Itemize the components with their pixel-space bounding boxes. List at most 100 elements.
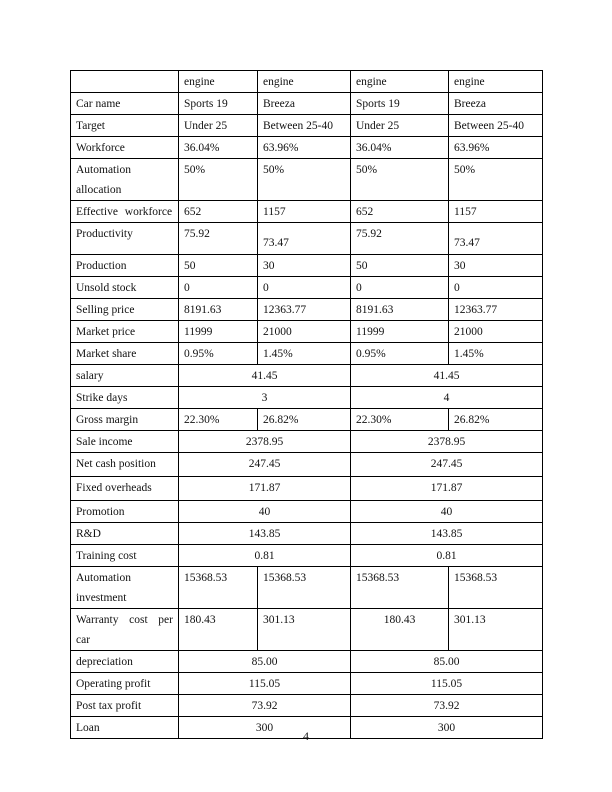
row-label: Warranty cost per car bbox=[70, 608, 179, 651]
table-row: Productivity 75.92 73.47 75.92 73.47 bbox=[70, 222, 543, 255]
row-label: Net cash position bbox=[70, 452, 179, 477]
row-label: Productivity bbox=[70, 222, 179, 255]
table-row: Sale income 2378.95 2378.95 bbox=[70, 430, 543, 453]
table-cell: Breeza bbox=[257, 92, 351, 115]
table-cell: 652 bbox=[178, 200, 258, 223]
table-cell: 50 bbox=[350, 254, 449, 277]
table-row: Net cash position 247.45 247.45 bbox=[70, 452, 543, 477]
row-label: Automation investment bbox=[70, 566, 179, 609]
table-cell: Breeza bbox=[448, 92, 543, 115]
table-cell: 0.95% bbox=[350, 342, 449, 365]
table-cell: 0 bbox=[257, 276, 351, 299]
merged-cell: 40 bbox=[178, 500, 351, 523]
table-row: Selling price 8191.63 12363.77 8191.63 12363… bbox=[70, 298, 543, 321]
table-cell: 0.95% bbox=[178, 342, 258, 365]
table-cell: 652 bbox=[350, 200, 449, 223]
table-cell: 75.92 bbox=[350, 222, 449, 255]
row-label: Promotion bbox=[70, 500, 179, 523]
table-cell: engine bbox=[257, 70, 351, 93]
merged-cell: 40 bbox=[350, 500, 543, 523]
table-cell: Between 25-40 bbox=[448, 114, 543, 137]
table-cell: 180.43 bbox=[350, 608, 449, 651]
table-row: Effective workforce 652 1157 652 1157 bbox=[70, 200, 543, 223]
table-row: Training cost 0.81 0.81 bbox=[70, 544, 543, 567]
table-cell: 63.96% bbox=[257, 136, 351, 159]
table-row: Production 50 30 50 30 bbox=[70, 254, 543, 277]
table-row: Operating profit 115.05 115.05 bbox=[70, 672, 543, 695]
row-label: Training cost bbox=[70, 544, 179, 567]
row-label: Car name bbox=[70, 92, 179, 115]
table-cell: 30 bbox=[448, 254, 543, 277]
table-cell: 0 bbox=[350, 276, 449, 299]
page-number: 4 bbox=[303, 729, 309, 743]
table-cell: 50% bbox=[178, 158, 258, 201]
table-row: Market price 11999 21000 11999 21000 bbox=[70, 320, 543, 343]
table-cell: 50% bbox=[350, 158, 449, 201]
table-cell: 36.04% bbox=[350, 136, 449, 159]
merged-cell: 73.92 bbox=[350, 694, 543, 717]
table-cell: Between 25-40 bbox=[257, 114, 351, 137]
table-row: Workforce 36.04% 63.96% 36.04% 63.96% bbox=[70, 136, 543, 159]
table-cell: 63.96% bbox=[448, 136, 543, 159]
table-cell: 301.13 bbox=[257, 608, 351, 651]
table-row: Fixed overheads 171.87 171.87 bbox=[70, 476, 543, 501]
table-cell: 36.04% bbox=[178, 136, 258, 159]
row-label: Unsold stock bbox=[70, 276, 179, 299]
row-label: depreciation bbox=[70, 650, 179, 673]
table-cell: Under 25 bbox=[350, 114, 449, 137]
merged-cell: 171.87 bbox=[350, 476, 543, 501]
table-row: Automation allocation 50% 50% 50% 50% bbox=[70, 158, 543, 201]
table-cell: 21000 bbox=[257, 320, 351, 343]
table-row: salary 41.45 41.45 bbox=[70, 364, 543, 387]
table-cell: 1157 bbox=[257, 200, 351, 223]
table-cell: 15368.53 bbox=[178, 566, 258, 609]
table-row: Promotion 40 40 bbox=[70, 500, 543, 523]
table-cell: 12363.77 bbox=[448, 298, 543, 321]
table-row: R&D 143.85 143.85 bbox=[70, 522, 543, 545]
table-cell: 0 bbox=[448, 276, 543, 299]
merged-cell: 2378.95 bbox=[350, 430, 543, 453]
table-cell: 73.47 bbox=[448, 222, 543, 255]
merged-cell: 247.45 bbox=[178, 452, 351, 477]
table-row: Automation investment 15368.53 15368.53 153… bbox=[70, 566, 543, 609]
table-cell: engine bbox=[178, 70, 258, 93]
table-cell: 73.47 bbox=[257, 222, 351, 255]
merged-cell: 73.92 bbox=[178, 694, 351, 717]
table-cell: 15368.53 bbox=[257, 566, 351, 609]
table-cell: 8191.63 bbox=[178, 298, 258, 321]
row-label: Loan bbox=[70, 716, 179, 739]
row-label: Selling price bbox=[70, 298, 179, 321]
row-label: Automation allocation bbox=[70, 158, 179, 201]
merged-cell: 85.00 bbox=[178, 650, 351, 673]
table-cell: Sports 19 bbox=[178, 92, 258, 115]
row-label: Market share bbox=[70, 342, 179, 365]
merged-cell: 3 bbox=[178, 386, 351, 409]
table-cell: 11999 bbox=[178, 320, 258, 343]
table-cell: 75.92 bbox=[178, 222, 258, 255]
table-cell: 15368.53 bbox=[448, 566, 543, 609]
merged-cell: 115.05 bbox=[350, 672, 543, 695]
table-cell: 1.45% bbox=[448, 342, 543, 365]
merged-cell: 2378.95 bbox=[178, 430, 351, 453]
table-cell: engine bbox=[350, 70, 449, 93]
table-cell: 50% bbox=[257, 158, 351, 201]
table-cell: Sports 19 bbox=[350, 92, 449, 115]
table-cell: 15368.53 bbox=[350, 566, 449, 609]
table-row: Car name Sports 19 Breeza Sports 19 Breeza bbox=[70, 92, 543, 115]
table-cell: 8191.63 bbox=[350, 298, 449, 321]
table-cell: Under 25 bbox=[178, 114, 258, 137]
merged-cell: 4 bbox=[350, 386, 543, 409]
merged-cell: 143.85 bbox=[350, 522, 543, 545]
row-label: Production bbox=[70, 254, 179, 277]
table-cell: 21000 bbox=[448, 320, 543, 343]
row-label: Effective workforce bbox=[70, 200, 179, 223]
table-cell: 12363.77 bbox=[257, 298, 351, 321]
table-cell: 22.30% bbox=[350, 408, 449, 431]
table-cell: 22.30% bbox=[178, 408, 258, 431]
row-label: Post tax profit bbox=[70, 694, 179, 717]
row-label: R&D bbox=[70, 522, 179, 545]
merged-cell: 85.00 bbox=[350, 650, 543, 673]
row-label: Market price bbox=[70, 320, 179, 343]
row-label: Gross margin bbox=[70, 408, 179, 431]
row-label: Workforce bbox=[70, 136, 179, 159]
